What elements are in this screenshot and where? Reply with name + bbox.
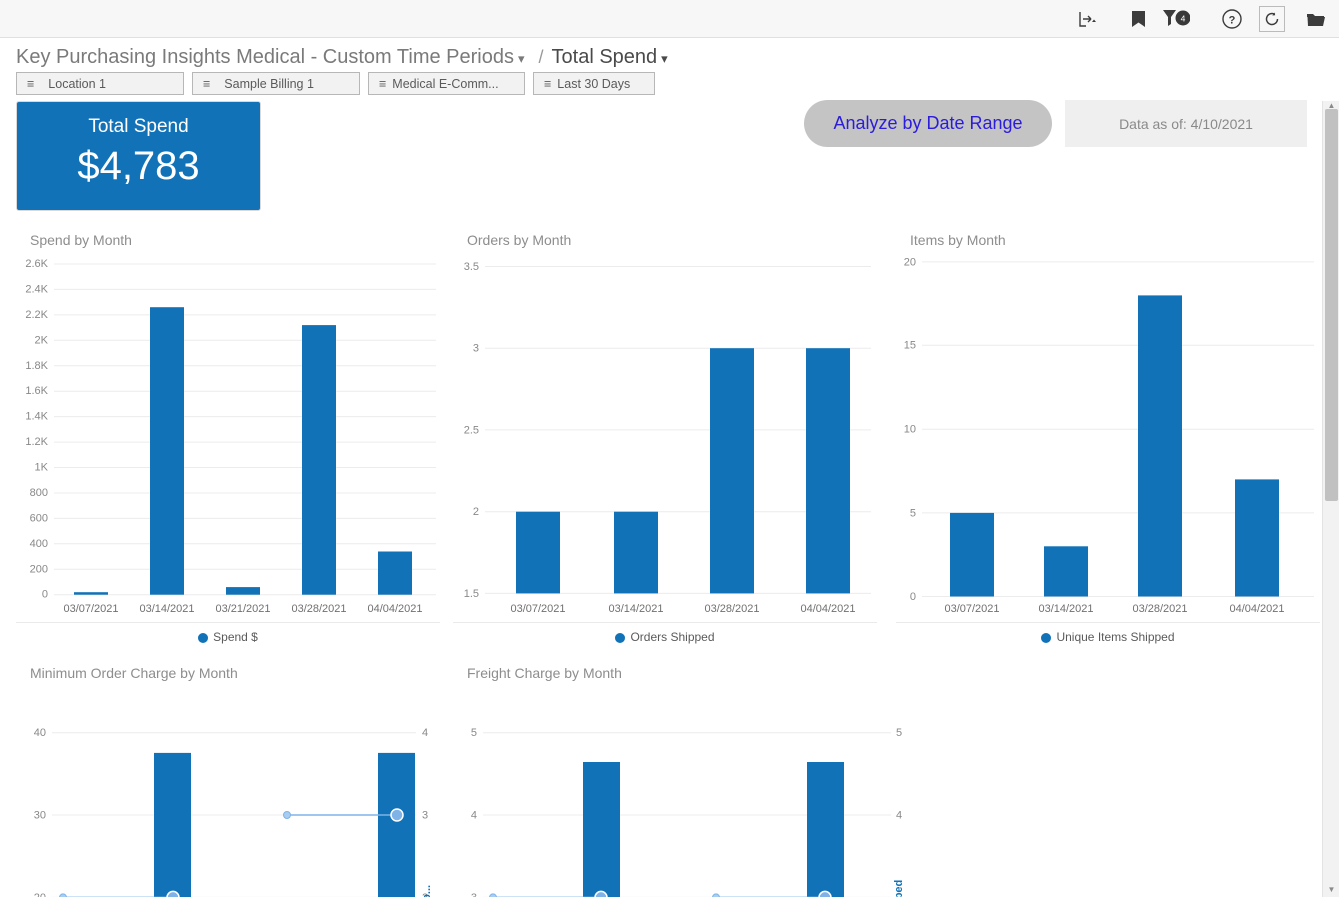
svg-text:03/28/2021: 03/28/2021 (291, 603, 346, 615)
svg-text:04/04/2021: 04/04/2021 (1229, 603, 1284, 615)
svg-text:03/14/2021: 03/14/2021 (139, 603, 194, 615)
svg-text:4: 4 (1181, 13, 1186, 23)
svg-text:20: 20 (904, 256, 916, 268)
svg-text:Orders Ship...: Orders Ship... (421, 885, 433, 897)
svg-text:3: 3 (471, 892, 477, 897)
svg-text:03/14/2021: 03/14/2021 (1038, 603, 1093, 615)
svg-text:2.5: 2.5 (464, 424, 479, 436)
svg-text:400: 400 (30, 538, 48, 550)
svg-text:0: 0 (910, 591, 916, 603)
svg-text:04/04/2021: 04/04/2021 (800, 603, 855, 615)
svg-text:5: 5 (471, 727, 477, 739)
svg-text:3.5: 3.5 (464, 261, 479, 273)
svg-text:Orders Shipped: Orders Shipped (893, 880, 905, 897)
svg-text:1.4K: 1.4K (25, 411, 48, 423)
svg-text:03/07/2021: 03/07/2021 (944, 603, 999, 615)
svg-text:2K: 2K (35, 334, 49, 346)
svg-text:4: 4 (896, 810, 902, 822)
svg-text:1.6K: 1.6K (25, 385, 48, 397)
svg-text:03/14/2021: 03/14/2021 (608, 603, 663, 615)
svg-text:200: 200 (30, 563, 48, 575)
svg-text:20: 20 (34, 892, 46, 897)
svg-text:800: 800 (30, 487, 48, 499)
svg-text:4: 4 (471, 810, 477, 822)
svg-text:?: ? (1229, 15, 1236, 27)
svg-text:4: 4 (422, 727, 428, 739)
svg-text:2: 2 (473, 506, 479, 518)
svg-text:600: 600 (30, 512, 48, 524)
svg-text:30: 30 (34, 810, 46, 822)
svg-text:03/28/2021: 03/28/2021 (1132, 603, 1187, 615)
svg-text:03/28/2021: 03/28/2021 (704, 603, 759, 615)
svg-text:3: 3 (422, 810, 428, 822)
svg-text:40: 40 (34, 727, 46, 739)
svg-text:1.2K: 1.2K (25, 436, 48, 448)
svg-text:03/07/2021: 03/07/2021 (510, 603, 565, 615)
svg-text:03/21/2021: 03/21/2021 (215, 603, 270, 615)
svg-text:1.8K: 1.8K (25, 360, 48, 372)
svg-text:10: 10 (904, 424, 916, 436)
svg-text:2.6K: 2.6K (25, 258, 48, 270)
svg-text:04/04/2021: 04/04/2021 (367, 603, 422, 615)
svg-text:1K: 1K (35, 462, 49, 474)
svg-text:5: 5 (910, 507, 916, 519)
svg-text:3: 3 (473, 343, 479, 355)
svg-text:2.2K: 2.2K (25, 309, 48, 321)
svg-text:0: 0 (42, 589, 48, 601)
svg-text:1.5: 1.5 (464, 588, 479, 600)
svg-text:15: 15 (904, 340, 916, 352)
svg-text:2.4K: 2.4K (25, 283, 48, 295)
svg-text:5: 5 (896, 727, 902, 739)
svg-text:03/07/2021: 03/07/2021 (63, 603, 118, 615)
